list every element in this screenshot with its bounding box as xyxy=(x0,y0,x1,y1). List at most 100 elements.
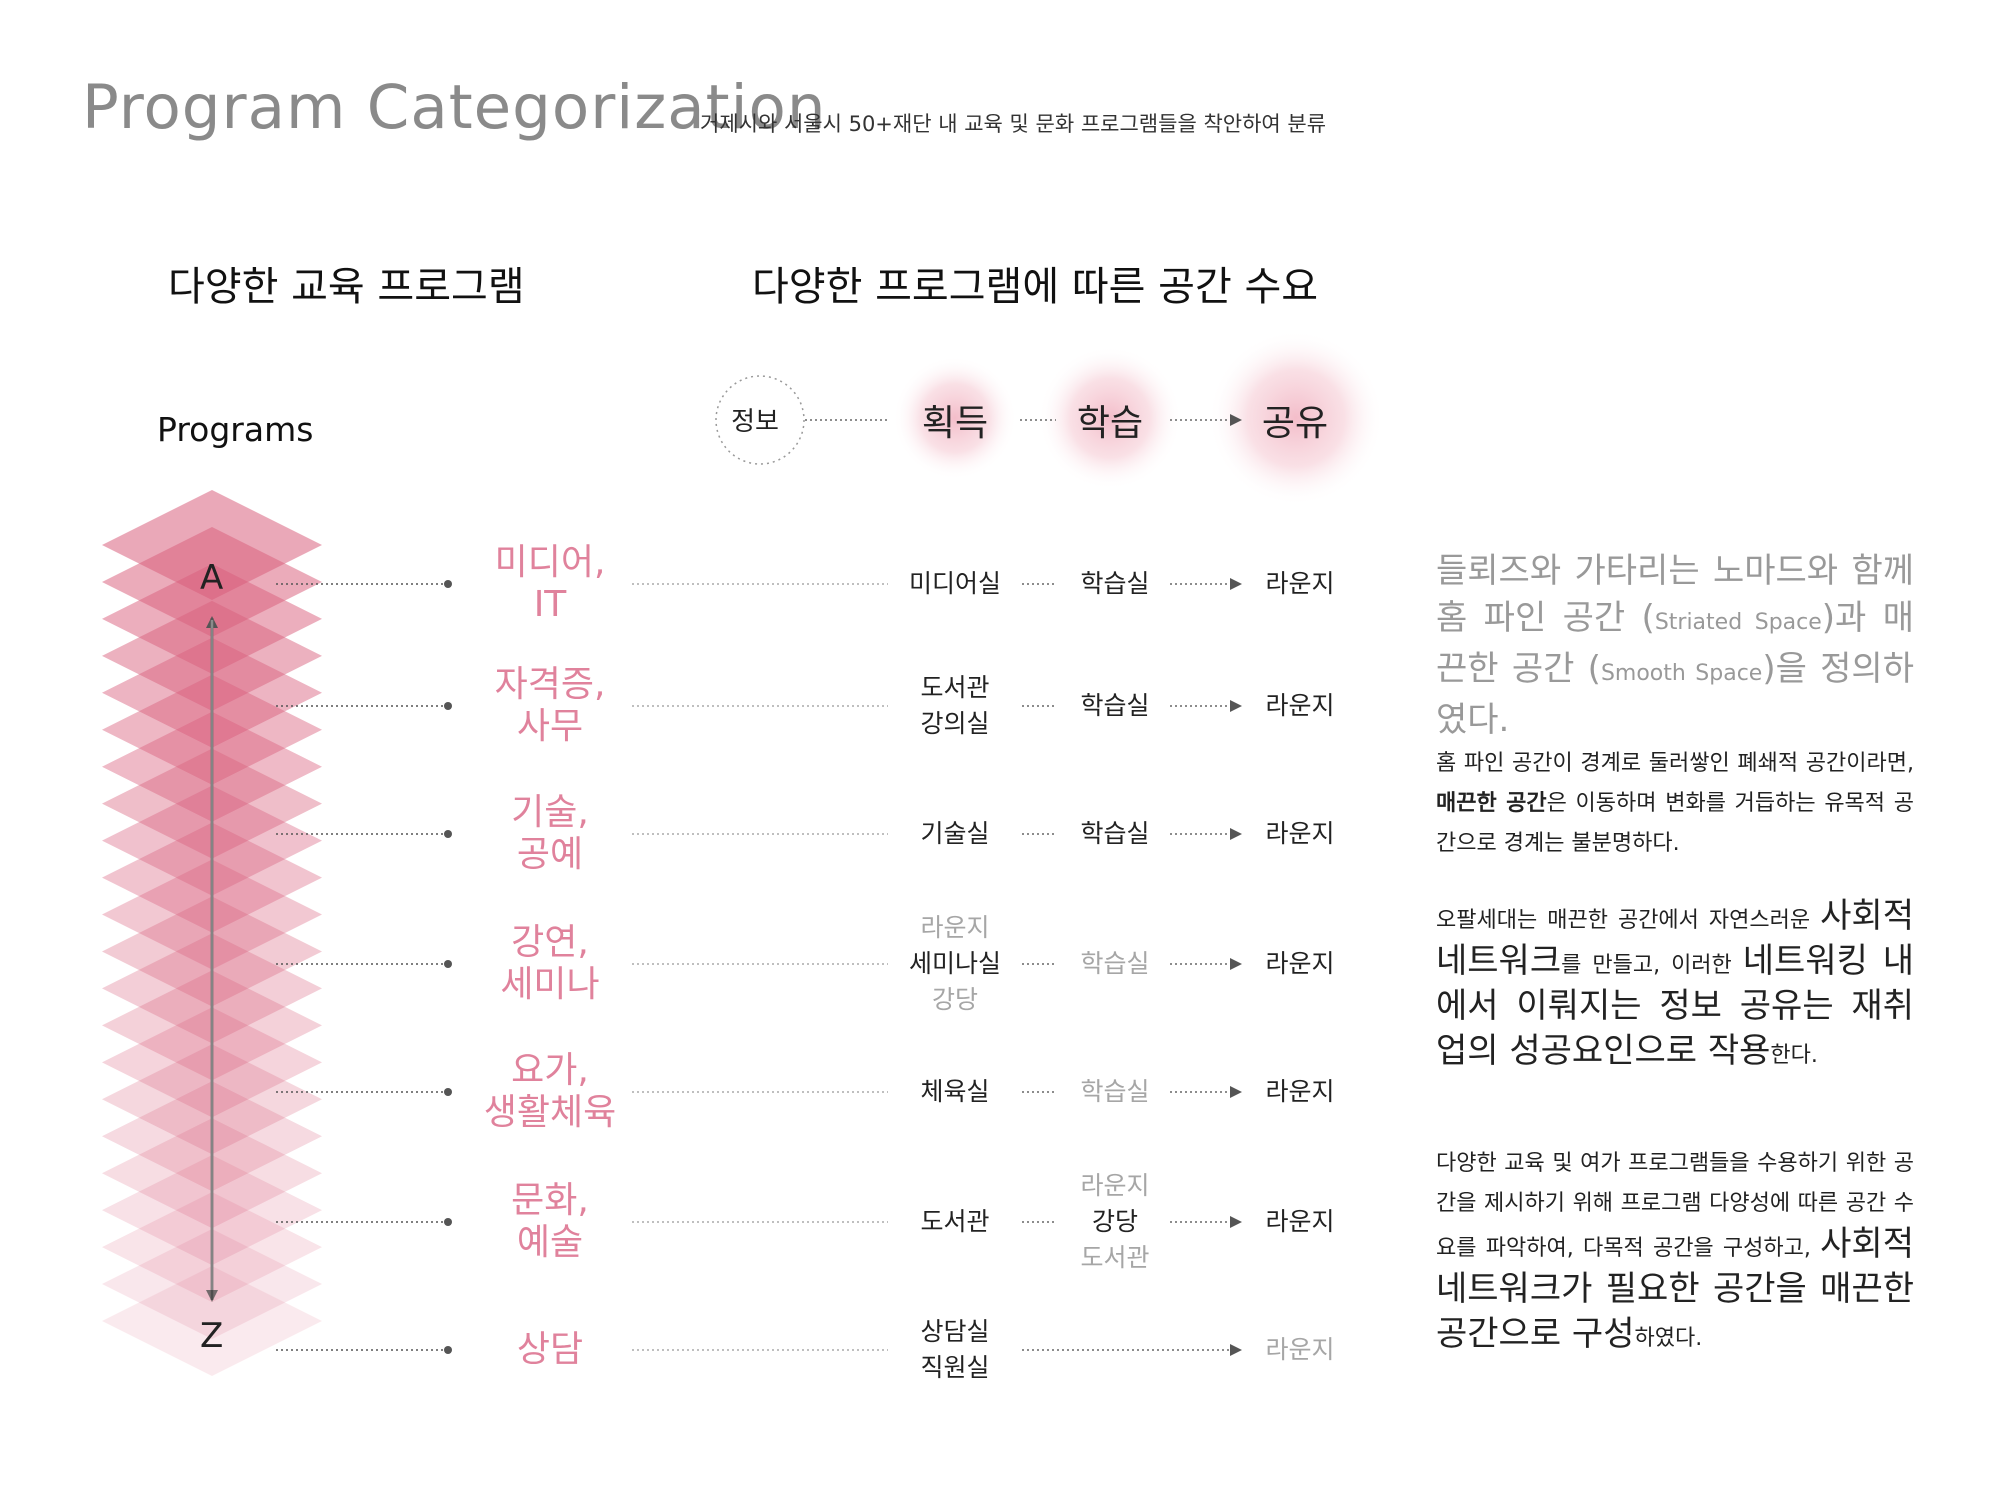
program-category: 상담 xyxy=(465,1329,635,1371)
p1-text-c: )과 매끈한 공간 ( xyxy=(1436,598,1914,689)
row-dot xyxy=(444,1218,452,1226)
learn-space: 학습실 xyxy=(1045,946,1185,982)
stage-share: 공유 xyxy=(1261,403,1329,444)
stage-glow xyxy=(893,356,1017,480)
space-name: 상담실 xyxy=(920,1317,990,1346)
share-space: 라운지 xyxy=(1265,1335,1335,1364)
program-category: 미디어, IT xyxy=(465,542,635,626)
space-name: 학습실 xyxy=(1080,949,1150,978)
p2-highlight: 매끈한 공간 xyxy=(1436,791,1547,816)
middle-heading: 다양한 프로그램에 따른 공간 수요 xyxy=(752,264,1319,310)
stage-glows xyxy=(715,330,1384,506)
axis-label-bottom: Z xyxy=(200,1316,224,1356)
p3-highlight-1: 사회적 네트워크 xyxy=(1436,896,1914,981)
p1-text-a: 들뢰즈와 가타리는 노마드와 함께 홈 파인 공간 ( xyxy=(1436,551,1914,638)
category-line: 기술, xyxy=(511,792,589,833)
program-diamond xyxy=(102,1266,322,1376)
stage-acquire: 획득 xyxy=(921,403,989,444)
space-name: 학습실 xyxy=(1080,691,1150,720)
space-name: 학습실 xyxy=(1080,819,1150,848)
share-space: 라운지 xyxy=(1265,949,1335,978)
acquire-space: 도서관 xyxy=(885,1204,1025,1240)
share-space: 라운지 xyxy=(1265,569,1335,598)
program-category: 문화, 예술 xyxy=(465,1180,635,1264)
category-line: 예술 xyxy=(516,1222,584,1263)
space-name: 라운지 xyxy=(920,913,990,942)
acquire-space: 체육실 xyxy=(885,1074,1025,1110)
left-heading: 다양한 교육 프로그램 xyxy=(168,264,525,310)
p3-text-c: 를 만들고, 이러한 xyxy=(1561,953,1743,978)
p3-text-e: 한다. xyxy=(1770,1043,1818,1068)
page-title: Program Categorization xyxy=(82,72,827,143)
share-space: 라운지 xyxy=(1265,819,1335,848)
row-dot xyxy=(444,960,452,968)
acquire-space: 미디어실 xyxy=(885,566,1025,602)
category-line: IT xyxy=(533,584,567,625)
acquire-space: 기술실 xyxy=(885,816,1025,852)
axis-label-top: A xyxy=(200,558,224,598)
learn-space: 학습실 xyxy=(1045,1074,1185,1110)
space-name: 학습실 xyxy=(1080,1077,1150,1106)
program-category: 자격증, 사무 xyxy=(465,664,635,748)
category-line: 자격증, xyxy=(494,664,606,705)
space-name: 세미나실 xyxy=(908,949,1001,978)
paragraph-definition: 들뢰즈와 가타리는 노마드와 함께 홈 파인 공간 (Striated Spac… xyxy=(1436,548,1914,744)
share-space: 라운지 xyxy=(1265,1207,1335,1236)
p3-text-a: 오팔세대는 매끈한 공간에서 자연스러운 xyxy=(1436,908,1821,933)
category-line: 요가, xyxy=(511,1050,589,1091)
row-dot xyxy=(444,580,452,588)
category-line: 상담 xyxy=(516,1329,584,1370)
paragraph-smooth-space: 홈 파인 공간이 경계로 둘러쌓인 폐쇄적 공간이라면, 매끈한 공간은 이동하… xyxy=(1436,744,1914,864)
programs-label: Programs xyxy=(157,410,314,449)
p4-highlight: 사회적 네트워크가 필요한 공간을 매끈한 공간으로 구성 xyxy=(1436,1224,1914,1354)
space-name: 도서관 xyxy=(920,673,990,702)
category-line: 생활체육 xyxy=(483,1092,617,1133)
category-line: 강연, xyxy=(511,922,589,963)
p1-striated: Striated Space xyxy=(1654,610,1822,635)
row-dot xyxy=(444,702,452,710)
stage-info: 정보 xyxy=(731,407,779,437)
program-category: 요가, 생활체육 xyxy=(465,1050,635,1134)
space-name: 강당 xyxy=(1091,1207,1138,1236)
category-line: 미디어, xyxy=(494,542,606,583)
learn-space: 학습실 xyxy=(1045,816,1185,852)
share-space: 라운지 xyxy=(1265,1077,1335,1106)
stage-learn: 학습 xyxy=(1076,403,1144,444)
share-space: 라운지 xyxy=(1265,691,1335,720)
space-name: 학습실 xyxy=(1080,569,1150,598)
space-name: 기술실 xyxy=(920,819,990,848)
p3-highlight-2: 네트워킹 내에서 이뤄지는 정보 공유는 재취업의 성공요인으로 작용 xyxy=(1436,941,1914,1071)
p2-text-a: 홈 파인 공간이 경계로 둘러쌓인 폐쇄적 공간이라면, xyxy=(1436,751,1914,776)
page-subtitle: 거제시와 서울시 50+재단 내 교육 및 문화 프로그램들을 착안하여 분류 xyxy=(700,112,1327,136)
stage-glow xyxy=(1038,346,1182,490)
space-name: 라운지 xyxy=(1080,1171,1150,1200)
p1-text-e: )을 정의하였다. xyxy=(1436,649,1914,740)
row-dot xyxy=(444,830,452,838)
p1-smooth: Smooth Space xyxy=(1600,661,1763,686)
space-name: 도서관 xyxy=(920,1207,990,1236)
space-name: 미디어실 xyxy=(908,569,1001,598)
p4-text-a: 다양한 교육 및 여가 프로그램들을 수용하기 위한 공간을 제시하기 위해 프… xyxy=(1436,1151,1914,1261)
row-dot xyxy=(444,1346,452,1354)
stage-glow xyxy=(1208,330,1384,506)
row-dot xyxy=(444,1088,452,1096)
learn-space: 학습실 xyxy=(1045,688,1185,724)
paragraph-conclusion: 다양한 교육 및 여가 프로그램들을 수용하기 위한 공간을 제시하기 위해 프… xyxy=(1436,1144,1914,1359)
category-line: 문화, xyxy=(511,1180,589,1221)
space-name: 직원실 xyxy=(920,1353,990,1382)
paragraph-opal-generation: 오팔세대는 매끈한 공간에서 자연스러운 사회적 네트워크를 만들고, 이러한 … xyxy=(1436,896,1914,1076)
space-name: 강의실 xyxy=(920,709,990,738)
p4-text-c: 하였다. xyxy=(1634,1326,1703,1351)
learn-space: 라운지 강당 도서관 xyxy=(1045,1168,1185,1276)
connector-lines xyxy=(276,414,1242,1356)
space-name: 체육실 xyxy=(920,1077,990,1106)
category-line: 공예 xyxy=(516,834,584,875)
program-category: 기술, 공예 xyxy=(465,792,635,876)
category-line: 사무 xyxy=(516,706,584,747)
space-name: 강당 xyxy=(931,985,978,1014)
info-circle xyxy=(715,375,805,465)
